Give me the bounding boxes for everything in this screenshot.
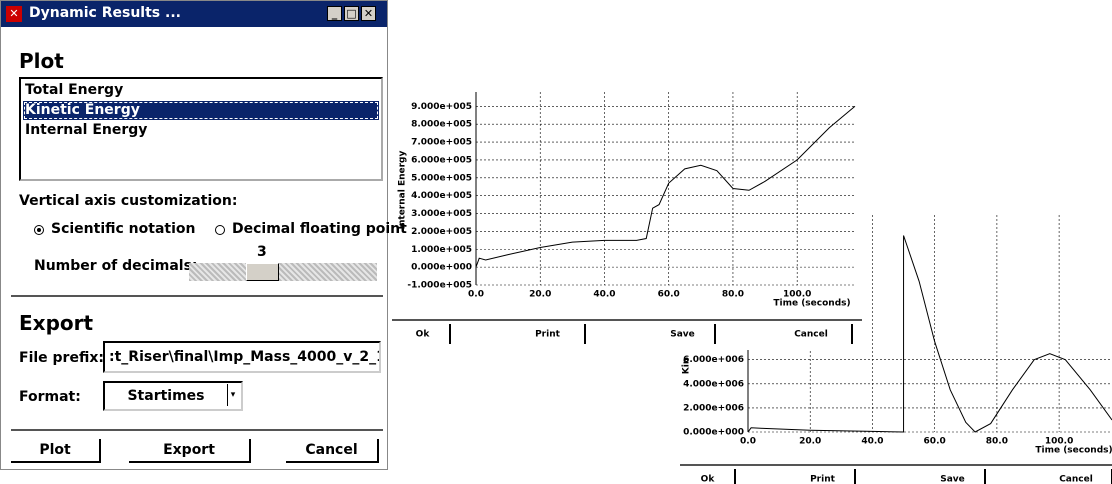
radio-label[interactable]: Scientific notation: [51, 221, 196, 237]
button[interactable]: Ok: [416, 330, 431, 340]
y-tick-label: 8.000e+005: [411, 120, 472, 130]
axis-heading: Vertical axis customization:: [19, 193, 238, 209]
plot-heading: Plot: [19, 49, 64, 73]
button[interactable]: Print: [535, 330, 561, 340]
x-tick-label: 100.0: [783, 290, 811, 300]
x-tick-label: 80.0: [722, 290, 744, 300]
separator: [11, 295, 383, 297]
y-tick-label: 2.000e+006: [683, 403, 744, 413]
slider-thumb[interactable]: [246, 263, 279, 281]
format-label: Format:: [19, 389, 81, 405]
y-axis-label: Internal Energy: [398, 151, 408, 230]
data-line: [475, 105, 856, 268]
button[interactable]: Print: [810, 475, 836, 484]
x-tick-label: 80.0: [986, 437, 1008, 447]
separator: [11, 429, 383, 431]
y-tick-label: 6.000e+005: [411, 155, 472, 165]
y-tick-label: 4.000e+005: [411, 191, 472, 201]
radio-label[interactable]: Decimal floating point: [232, 221, 407, 237]
x-tick-label: 40.0: [861, 437, 883, 447]
y-tick-label: 6.000e+006: [683, 355, 744, 365]
window-background: [392, 85, 862, 350]
y-tick-label: 3.000e+005: [411, 209, 472, 219]
decimals-label: Number of decimals:: [34, 258, 198, 274]
y-tick-label: 0.000e+000: [411, 263, 472, 273]
plot-list[interactable]: Total Energy Kinetic Energy Internal Energ…: [19, 77, 383, 181]
decimals-slider[interactable]: [189, 263, 377, 281]
x-tick-label: 60.0: [924, 437, 946, 447]
decimals-value: 3: [257, 244, 267, 260]
y-tick-label: 5.000e+005: [411, 173, 472, 183]
y-tick-label: 9.000e+005: [411, 102, 472, 112]
data-line: [747, 235, 1112, 433]
x-tick-label: 20.0: [799, 437, 821, 447]
close-button[interactable]: ✕: [361, 6, 376, 21]
y-tick-label: 4.000e+006: [683, 379, 744, 389]
x-tick-label: 20.0: [529, 290, 551, 300]
y-tick-label: 7.000e+005: [411, 138, 472, 148]
x-tick-label: 0.0: [468, 290, 484, 300]
radio[interactable]: [215, 225, 225, 235]
export-heading: Export: [19, 311, 94, 335]
x-tick-label: 0.0: [740, 437, 756, 447]
list-item[interactable]: Internal Energy: [25, 122, 148, 138]
x-tick-label: 60.0: [658, 290, 680, 300]
file-prefix-input[interactable]: :t_Riser\final\Imp_Mass_4000_v_2_105: [103, 341, 381, 373]
radio[interactable]: [34, 225, 44, 235]
y-tick-label: 1.000e+005: [411, 245, 472, 255]
plot-window: -1.000e+005 0.000e+000 1.000e+005 2.000e+00…: [392, 85, 862, 350]
y-axis-label: Kin: [682, 358, 692, 374]
maximize-button[interactable]: □: [344, 6, 359, 21]
cancel-button[interactable]: Cancel: [286, 439, 379, 463]
dialog: ✕ Dynamic Results ... _ □ ✕ Plot Total E…: [0, 0, 407, 470]
export-button[interactable]: Export: [129, 439, 251, 463]
list-item[interactable]: Kinetic Energy: [23, 101, 379, 120]
x-tick-label: 100.0: [1045, 437, 1073, 447]
x-axis-label: Time (seconds): [773, 299, 850, 309]
file-prefix-label: File prefix:: [19, 350, 104, 366]
y-tick-label: 0.000e+000: [683, 428, 744, 438]
y-tick-label: -1.000e+005: [407, 281, 472, 291]
dropdown-arrow[interactable]: ▾: [227, 384, 238, 406]
title-bar: [1, 1, 387, 27]
button[interactable]: Cancel: [1059, 475, 1093, 484]
minimize-button[interactable]: _: [327, 6, 342, 21]
button[interactable]: Save: [670, 330, 695, 340]
button[interactable]: Cancel: [794, 330, 828, 340]
button[interactable]: Ok: [701, 475, 716, 484]
plot-button[interactable]: Plot: [11, 439, 101, 463]
list-item[interactable]: Total Energy: [25, 82, 124, 98]
app-icon: ✕: [6, 6, 22, 22]
format-dropdown[interactable]: Startimes: [103, 381, 243, 411]
button[interactable]: Save: [940, 475, 965, 484]
y-tick-label: 2.000e+005: [411, 227, 472, 237]
x-tick-label: 40.0: [593, 290, 615, 300]
x-axis-label: Time (seconds): [1035, 446, 1112, 456]
dialog-title: Dynamic Results ...: [29, 5, 181, 21]
